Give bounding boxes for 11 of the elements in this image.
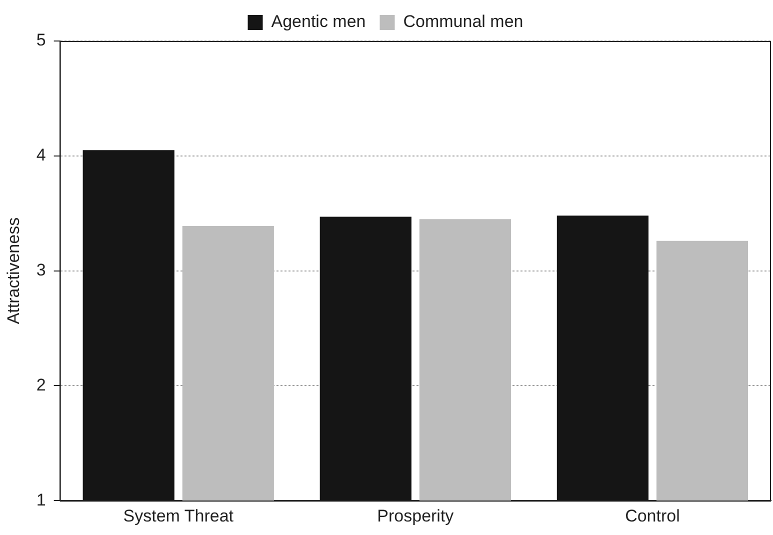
legend-label: Communal men <box>403 12 524 32</box>
y-tick-label: 4 <box>36 146 46 165</box>
y-axis-title: Attractiveness <box>4 217 23 324</box>
x-tick-label: Control <box>625 506 680 526</box>
y-tick-label: 3 <box>36 260 46 280</box>
legend-label: Agentic men <box>271 12 366 32</box>
x-tick-label: Prosperity <box>377 506 454 526</box>
y-tick-label: 2 <box>36 375 46 394</box>
y-tick-label: 5 <box>36 30 46 50</box>
x-tick-label: System Threat <box>123 506 234 526</box>
y-tick-label: 1 <box>36 490 46 510</box>
